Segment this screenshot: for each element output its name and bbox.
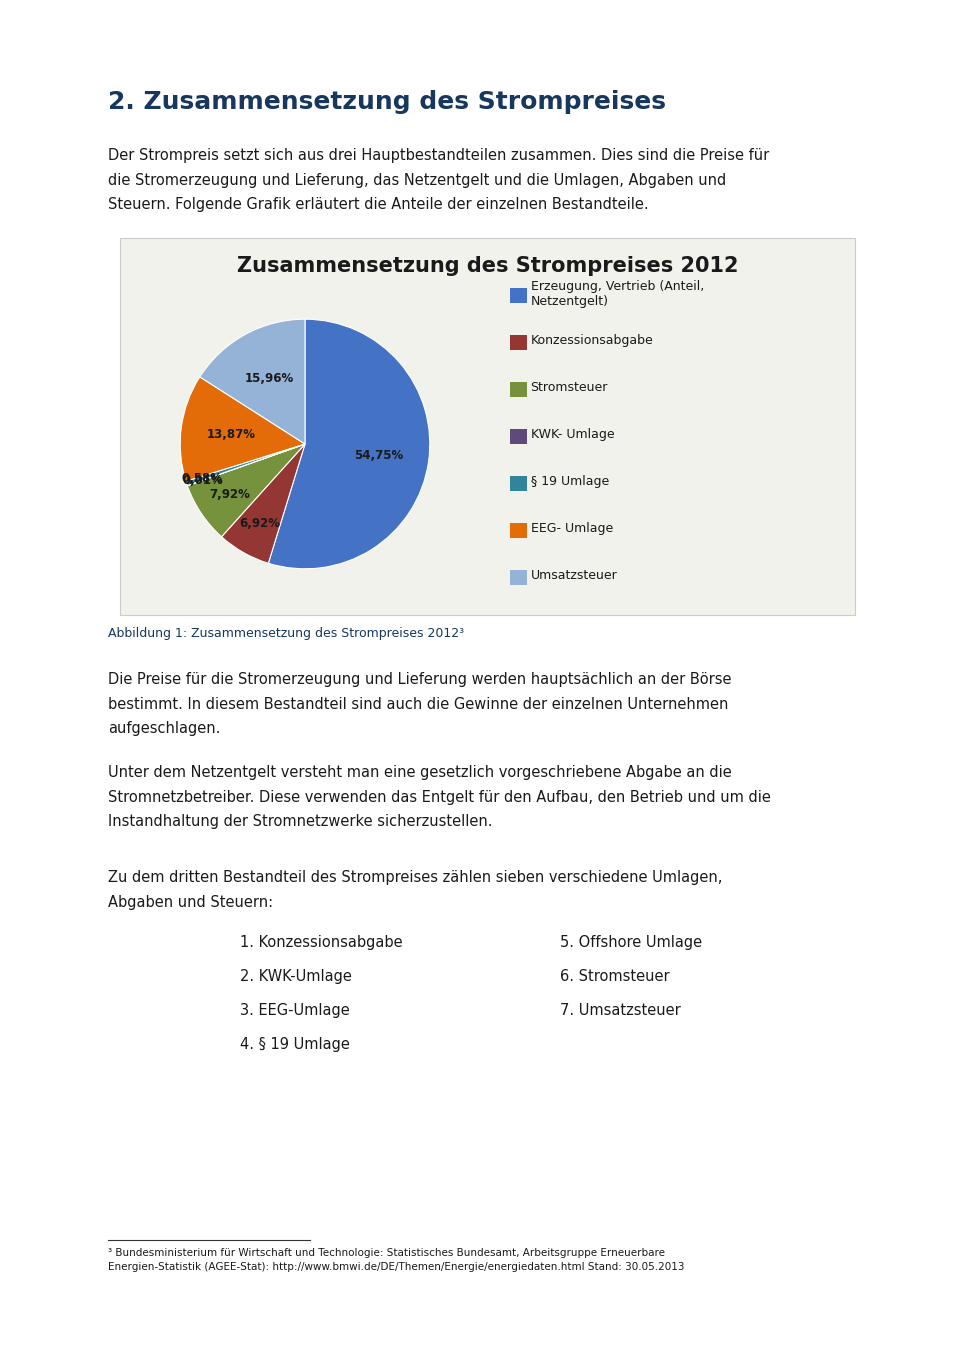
- Text: Zusammensetzung des Strompreises 2012: Zusammensetzung des Strompreises 2012: [237, 256, 738, 276]
- Text: 7,92%: 7,92%: [209, 489, 250, 501]
- Wedge shape: [222, 444, 305, 563]
- Wedge shape: [180, 376, 305, 481]
- Bar: [511, 523, 527, 538]
- Text: EEG- Umlage: EEG- Umlage: [531, 523, 612, 535]
- Wedge shape: [200, 320, 305, 444]
- Bar: [511, 475, 527, 490]
- Text: Unter dem Netzentgelt versteht man eine gesetzlich vorgeschriebene Abgabe an die: Unter dem Netzentgelt versteht man eine …: [108, 765, 771, 829]
- Text: Die Preise für die Stromerzeugung und Lieferung werden hauptsächlich an der Börs: Die Preise für die Stromerzeugung und Li…: [108, 672, 732, 737]
- Text: 0,01%: 0,01%: [182, 474, 223, 486]
- Text: KWK- Umlage: KWK- Umlage: [531, 428, 614, 441]
- Text: Der Strompreis setzt sich aus drei Hauptbestandteilen zusammen. Dies sind die Pr: Der Strompreis setzt sich aus drei Haupt…: [108, 148, 769, 213]
- Text: § 19 Umlage: § 19 Umlage: [531, 475, 609, 489]
- Text: 6,92%: 6,92%: [240, 517, 280, 529]
- Text: 54,75%: 54,75%: [354, 448, 403, 462]
- Text: 3. EEG-Umlage: 3. EEG-Umlage: [240, 1003, 349, 1018]
- Bar: [511, 429, 527, 444]
- Text: 0,58%: 0,58%: [181, 471, 223, 485]
- Bar: [511, 570, 527, 585]
- Text: 6. Stromsteuer: 6. Stromsteuer: [560, 969, 670, 984]
- Text: 1. Konzessionsabgabe: 1. Konzessionsabgabe: [240, 936, 402, 951]
- FancyBboxPatch shape: [120, 238, 855, 615]
- Text: 4: 4: [33, 16, 44, 31]
- Text: Strompreisentwicklung in Deutschland: Strompreisentwicklung in Deutschland: [663, 16, 931, 31]
- Text: 7. Umsatzsteuer: 7. Umsatzsteuer: [560, 1003, 681, 1018]
- Text: Konzessionsabgabe: Konzessionsabgabe: [531, 334, 654, 348]
- Text: Gruppenarbeit Statistik SS2013:: Gruppenarbeit Statistik SS2013:: [86, 16, 311, 31]
- Text: 13,87%: 13,87%: [206, 428, 255, 440]
- Text: ³ Bundesministerium für Wirtschaft und Technologie: Statistisches Bundesamt, Arb: ³ Bundesministerium für Wirtschaft und T…: [108, 1248, 684, 1271]
- Text: Umsatzsteuer: Umsatzsteuer: [531, 570, 617, 582]
- Wedge shape: [187, 444, 305, 536]
- Wedge shape: [187, 444, 305, 486]
- Bar: [511, 288, 527, 302]
- Text: Zu dem dritten Bestandteil des Strompreises zählen sieben verschiedene Umlagen,
: Zu dem dritten Bestandteil des Stromprei…: [108, 871, 722, 910]
- Text: Erzeugung, Vertrieb (Anteil,
Netzentgelt): Erzeugung, Vertrieb (Anteil, Netzentgelt…: [531, 280, 704, 307]
- Wedge shape: [269, 320, 430, 569]
- Text: 5. Offshore Umlage: 5. Offshore Umlage: [560, 936, 702, 951]
- Text: 4. § 19 Umlage: 4. § 19 Umlage: [240, 1037, 349, 1052]
- Text: 15,96%: 15,96%: [245, 372, 294, 385]
- Wedge shape: [186, 444, 305, 486]
- Text: 2. Zusammensetzung des Strompreises: 2. Zusammensetzung des Strompreises: [108, 89, 666, 114]
- Bar: [511, 382, 527, 397]
- Text: 2. KWK-Umlage: 2. KWK-Umlage: [240, 969, 352, 984]
- Bar: [511, 334, 527, 349]
- Text: Abbildung 1: Zusammensetzung des Strompreises 2012³: Abbildung 1: Zusammensetzung des Strompr…: [108, 627, 464, 640]
- Text: Stromsteuer: Stromsteuer: [531, 382, 608, 394]
